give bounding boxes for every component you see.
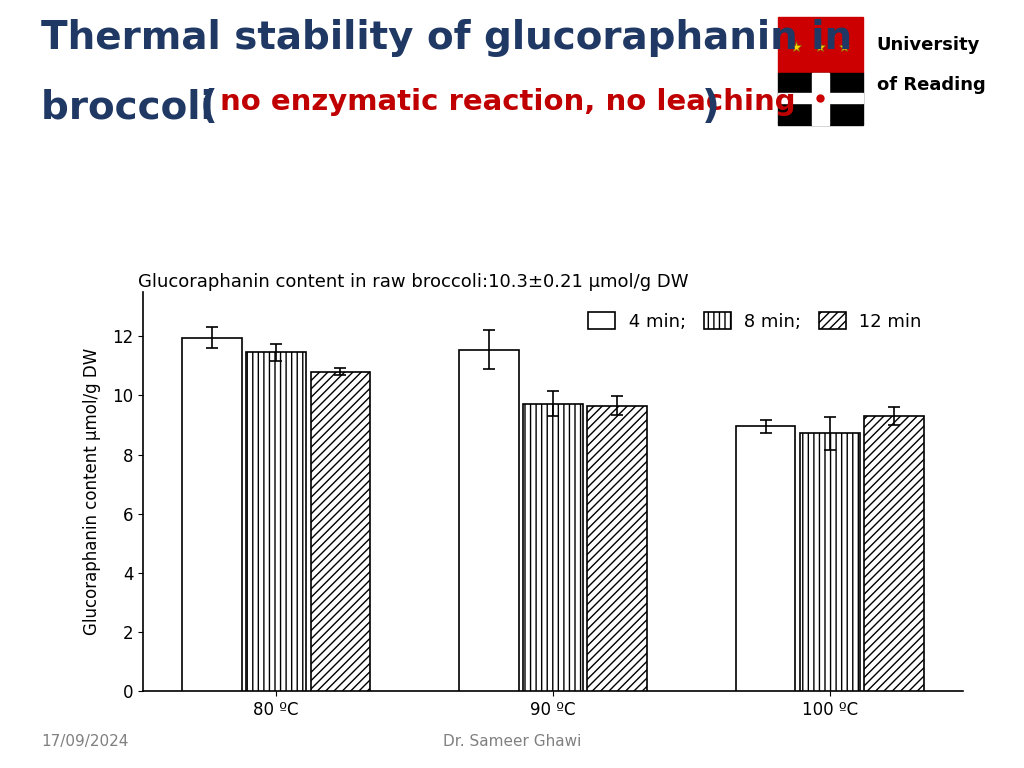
Bar xyxy=(800,433,859,691)
Text: (: ( xyxy=(200,88,217,126)
Bar xyxy=(310,372,371,691)
Polygon shape xyxy=(777,93,863,103)
Bar xyxy=(182,338,242,691)
Text: Thermal stability of glucoraphanin in: Thermal stability of glucoraphanin in xyxy=(41,19,852,57)
Text: 17/09/2024: 17/09/2024 xyxy=(41,733,128,749)
Polygon shape xyxy=(777,73,863,124)
Legend:  4 min;,  8 min;,  12 min: 4 min;, 8 min;, 12 min xyxy=(581,305,929,338)
Polygon shape xyxy=(812,73,829,124)
Text: no enzymatic reaction, no leaching: no enzymatic reaction, no leaching xyxy=(220,88,796,116)
Bar xyxy=(459,349,518,691)
Text: Dr. Sameer Ghawi: Dr. Sameer Ghawi xyxy=(442,733,582,749)
Bar xyxy=(247,353,306,691)
Text: Glucoraphanin content in raw broccoli:10.3±0.21 μmol/g DW: Glucoraphanin content in raw broccoli:10… xyxy=(138,273,689,290)
Text: of Reading: of Reading xyxy=(877,76,985,94)
Text: ): ) xyxy=(701,88,719,126)
Y-axis label: Glucoraphanin content μmol/g DW: Glucoraphanin content μmol/g DW xyxy=(83,348,101,635)
Bar xyxy=(588,406,647,691)
Bar xyxy=(523,404,583,691)
Bar xyxy=(735,426,796,691)
Polygon shape xyxy=(777,18,863,73)
Text: broccoli: broccoli xyxy=(41,88,227,126)
Text: University: University xyxy=(877,36,980,54)
Bar xyxy=(864,416,924,691)
